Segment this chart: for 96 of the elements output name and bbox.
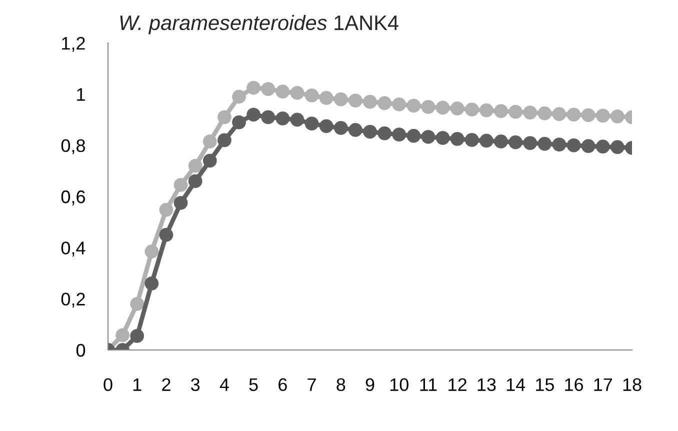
point	[334, 120, 348, 135]
x-tick-label: 15	[536, 378, 554, 392]
point	[304, 88, 319, 102]
point	[480, 134, 494, 148]
x-tick-label: 3	[191, 378, 200, 392]
point	[232, 115, 246, 130]
point	[392, 97, 406, 112]
point	[464, 133, 479, 147]
point	[436, 130, 450, 145]
point	[202, 154, 217, 168]
point	[319, 119, 334, 134]
point	[334, 92, 348, 106]
x-tick-label: 10	[390, 378, 408, 392]
x-tick-label: 4	[220, 378, 229, 391]
x-tick-label: 7	[308, 378, 316, 391]
point	[159, 202, 174, 217]
point	[276, 112, 290, 126]
point	[406, 98, 421, 113]
point	[450, 132, 464, 146]
point	[261, 110, 276, 124]
point	[202, 134, 217, 148]
x-tick-label: 13	[478, 378, 496, 392]
point	[246, 80, 260, 95]
point	[523, 106, 538, 120]
point	[290, 86, 304, 100]
x-tick-label: 6	[278, 378, 287, 392]
point	[348, 123, 362, 137]
y-tick-label: 0,4	[61, 242, 86, 257]
y-tick-label: 1	[77, 88, 85, 101]
point	[596, 108, 610, 123]
point	[566, 138, 581, 152]
x-tick-label: 12	[448, 378, 466, 391]
point	[508, 104, 522, 119]
point	[508, 135, 522, 150]
y-tick-label: 0,2	[61, 292, 85, 308]
y-tick-label: 0,8	[61, 139, 85, 154]
point	[363, 124, 377, 139]
point	[552, 138, 566, 152]
point	[610, 109, 624, 124]
point	[144, 244, 159, 258]
point	[421, 100, 436, 114]
point	[232, 90, 246, 104]
x-tick-label: 5	[249, 378, 258, 392]
x-tick-label: 18	[623, 378, 642, 392]
point	[218, 110, 232, 124]
y-tick-label: 0	[76, 344, 86, 357]
point	[130, 328, 144, 343]
point	[436, 100, 450, 115]
point	[174, 178, 188, 192]
point	[494, 104, 508, 118]
x-tick-label: 8	[336, 378, 346, 392]
point	[566, 108, 581, 122]
point	[378, 96, 392, 110]
y-tick-label: 0,6	[61, 190, 85, 206]
point	[480, 103, 494, 118]
point	[538, 136, 552, 151]
y-tick-label: 1,2	[62, 36, 85, 52]
x-tick-label: 1	[133, 378, 142, 391]
point	[610, 140, 624, 154]
point	[523, 136, 538, 150]
point	[378, 126, 392, 140]
point	[363, 94, 377, 109]
point	[174, 196, 188, 210]
point	[596, 140, 610, 154]
x-tick-label: 0	[104, 378, 112, 392]
point	[290, 112, 304, 127]
point	[159, 228, 174, 242]
point	[581, 108, 596, 122]
x-tick-label: 14	[506, 378, 526, 391]
point	[304, 116, 319, 131]
point	[406, 128, 421, 143]
point	[261, 82, 276, 96]
point	[246, 108, 260, 122]
x-tick-label: 2	[162, 378, 170, 391]
point	[421, 130, 436, 144]
point	[218, 133, 232, 148]
point	[464, 102, 479, 116]
point	[348, 94, 362, 108]
point	[392, 128, 406, 142]
x-tick-label: 16	[565, 378, 584, 392]
point	[450, 102, 464, 116]
x-tick-label: 11	[420, 378, 437, 391]
point	[116, 328, 130, 342]
x-tick-label: 17	[594, 378, 612, 391]
chart-title: W. paramesenteroides 1ANK4	[120, 14, 398, 34]
point	[188, 158, 202, 173]
x-tick-label: 9	[366, 378, 374, 392]
point	[144, 276, 159, 290]
point	[552, 107, 566, 122]
point	[538, 106, 552, 120]
point	[581, 139, 596, 154]
point	[188, 174, 202, 188]
point	[494, 134, 508, 148]
point	[130, 297, 144, 311]
point	[319, 91, 334, 105]
point	[276, 84, 290, 99]
